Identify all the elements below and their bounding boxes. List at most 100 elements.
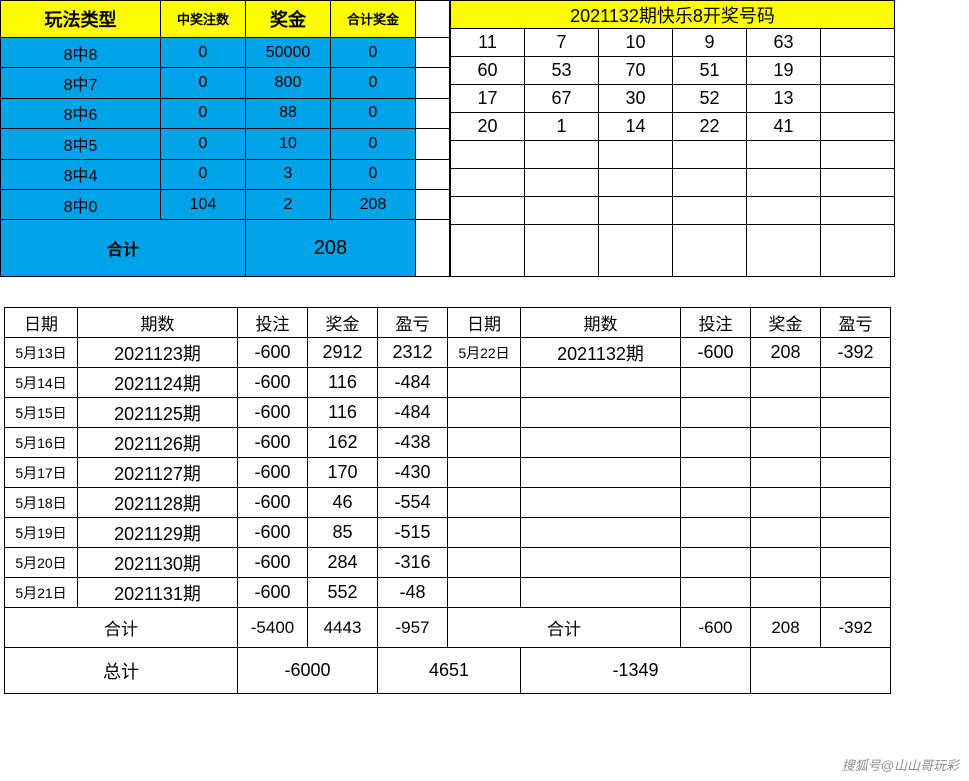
number-cell — [525, 141, 599, 169]
prize-type-cell: 8中7 — [1, 68, 161, 98]
prize-count-cell: 0 — [161, 98, 246, 128]
grand-bet: -6000 — [238, 648, 378, 694]
prize-count-cell: 104 — [161, 190, 246, 220]
prize-type-cell: 8中4 — [1, 159, 161, 189]
prize-count-cell: 0 — [161, 37, 246, 67]
watermark-text: 搜狐号@山山哥玩彩 — [842, 755, 959, 774]
history-cell: -484 — [378, 398, 448, 428]
number-cell — [599, 225, 673, 277]
history-cell: 162 — [308, 428, 378, 458]
prize-count-cell: 0 — [161, 68, 246, 98]
history-cell — [448, 368, 521, 398]
number-cell — [747, 225, 821, 277]
number-cell — [599, 141, 673, 169]
prize-type-cell: 8中8 — [1, 37, 161, 67]
number-cell: 14 — [599, 113, 673, 141]
history-cell: 2021131期 — [78, 578, 238, 608]
history-cell: 5月22日 — [448, 338, 521, 368]
prize-count-cell: 0 — [161, 159, 246, 189]
history-cell — [448, 458, 521, 488]
history-cell: 116 — [308, 368, 378, 398]
history-cell — [681, 458, 751, 488]
history-cell — [521, 428, 681, 458]
history-cell: -600 — [238, 488, 308, 518]
history-header-cell: 日期 — [448, 308, 521, 338]
history-cell — [521, 518, 681, 548]
number-cell — [673, 225, 747, 277]
number-cell — [451, 225, 525, 277]
number-cell — [821, 85, 895, 113]
number-cell — [673, 169, 747, 197]
number-cell: 1 — [525, 113, 599, 141]
history-cell: -316 — [378, 548, 448, 578]
history-header-cell: 奖金 — [751, 308, 821, 338]
prize-sum-cell: 0 — [331, 98, 416, 128]
subtotal-label-right: 合计 — [448, 608, 681, 648]
number-cell — [821, 141, 895, 169]
prize-amount-cell: 10 — [246, 129, 331, 159]
history-cell: 2021130期 — [78, 548, 238, 578]
page-root: 玩法类型中奖注数奖金合计奖金8中805000008中7080008中608808… — [0, 0, 969, 694]
history-cell: 5月18日 — [5, 488, 78, 518]
history-cell: 2021132期 — [521, 338, 681, 368]
number-cell — [451, 169, 525, 197]
prize-table: 玩法类型中奖注数奖金合计奖金8中805000008中7080008中608808… — [0, 0, 416, 277]
history-cell — [751, 518, 821, 548]
prize-type-cell: 8中6 — [1, 98, 161, 128]
history-header-cell: 盈亏 — [821, 308, 891, 338]
history-cell: -515 — [378, 518, 448, 548]
history-cell — [448, 518, 521, 548]
number-cell: 70 — [599, 57, 673, 85]
history-header-cell: 投注 — [681, 308, 751, 338]
number-cell: 63 — [747, 29, 821, 57]
history-cell: 116 — [308, 398, 378, 428]
prize-amount-cell: 88 — [246, 98, 331, 128]
grand-empty — [751, 648, 891, 694]
history-cell: 284 — [308, 548, 378, 578]
history-cell — [821, 578, 891, 608]
number-cell: 22 — [673, 113, 747, 141]
history-cell — [448, 398, 521, 428]
history-cell: 2312 — [378, 338, 448, 368]
number-cell: 20 — [451, 113, 525, 141]
history-cell: 2021126期 — [78, 428, 238, 458]
history-header-cell: 投注 — [238, 308, 308, 338]
subtotal-cell: -392 — [821, 608, 891, 648]
history-cell — [681, 398, 751, 428]
prize-amount-cell: 2 — [246, 190, 331, 220]
history-cell: -600 — [238, 398, 308, 428]
history-cell — [751, 578, 821, 608]
history-cell — [821, 518, 891, 548]
number-cell — [451, 141, 525, 169]
subtotal-cell: -600 — [681, 608, 751, 648]
number-cell: 7 — [525, 29, 599, 57]
prize-type-cell: 8中0 — [1, 190, 161, 220]
history-cell — [681, 578, 751, 608]
history-cell: 46 — [308, 488, 378, 518]
history-header-cell: 盈亏 — [378, 308, 448, 338]
number-cell: 60 — [451, 57, 525, 85]
history-cell: -392 — [821, 338, 891, 368]
number-cell — [525, 197, 599, 225]
history-cell — [521, 458, 681, 488]
number-cell: 53 — [525, 57, 599, 85]
number-cell: 52 — [673, 85, 747, 113]
history-cell: -438 — [378, 428, 448, 458]
prize-amount-cell: 800 — [246, 68, 331, 98]
history-cell: -600 — [238, 548, 308, 578]
subtotal-cell: -5400 — [238, 608, 308, 648]
number-cell: 67 — [525, 85, 599, 113]
prize-header-cell: 中奖注数 — [161, 1, 246, 38]
history-cell: 5月21日 — [5, 578, 78, 608]
grand-prize: 4651 — [378, 648, 521, 694]
history-cell: 552 — [308, 578, 378, 608]
number-cell — [525, 169, 599, 197]
prize-header-cell: 玩法类型 — [1, 1, 161, 38]
prize-sum-cell: 0 — [331, 68, 416, 98]
prize-count-cell: 0 — [161, 129, 246, 159]
history-cell — [821, 548, 891, 578]
number-cell — [673, 197, 747, 225]
number-cell — [821, 169, 895, 197]
history-cell — [751, 548, 821, 578]
top-section: 玩法类型中奖注数奖金合计奖金8中805000008中7080008中608808… — [0, 0, 969, 277]
